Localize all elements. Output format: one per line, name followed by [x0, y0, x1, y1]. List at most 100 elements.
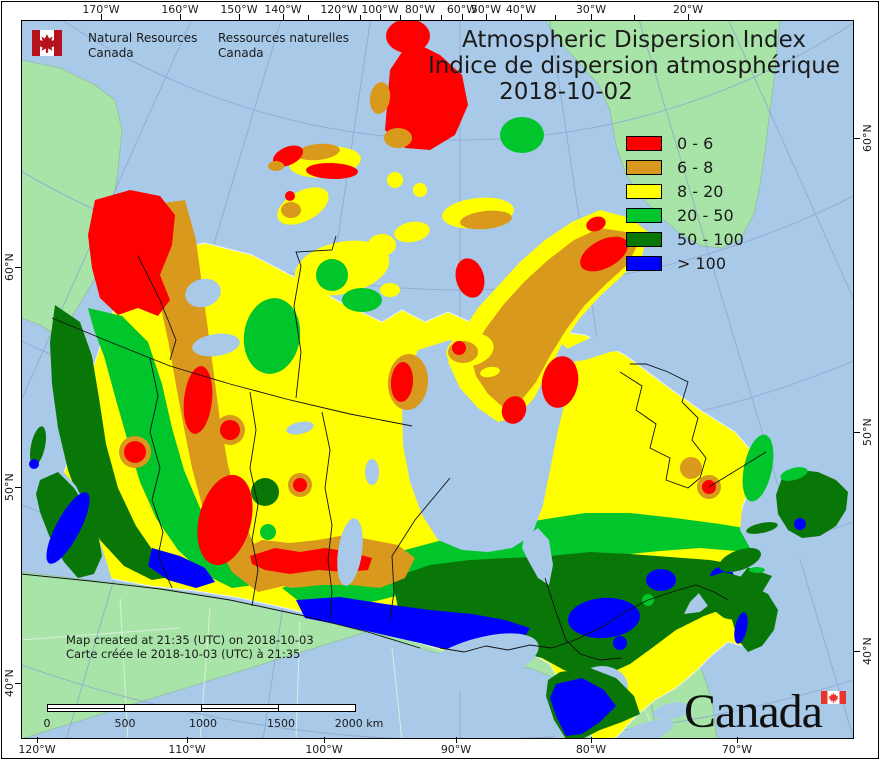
labrador-green-coast: [742, 434, 774, 502]
axis-tick-bottom: [37, 737, 38, 743]
blue-dot: [613, 636, 627, 650]
axis-tick-top: [486, 14, 487, 20]
legend-label: 8 - 20: [677, 181, 724, 201]
map-title-en: Atmospheric Dispersion Index: [462, 27, 806, 53]
green-dot: [260, 524, 276, 540]
rockies-red-1: [183, 366, 213, 434]
axis-label-top: 150°W: [220, 3, 258, 16]
axis-tick-right: [854, 432, 860, 433]
legend-row: > 100: [626, 251, 744, 275]
baffin-red-south: [541, 356, 579, 408]
axis-tick-bottom: [737, 737, 738, 743]
axis-label-bottom: 80°W: [575, 743, 607, 756]
southampton-red: [452, 341, 466, 355]
axis-label-right: 60°N: [861, 124, 874, 152]
gaspe-darkgreen: [719, 547, 761, 573]
lake-athabasca: [286, 421, 314, 435]
axis-tick-right: [854, 138, 860, 139]
axis-label-bottom: 100°W: [305, 743, 343, 756]
axis-tick-top: [688, 14, 689, 20]
scale-segment: [47, 704, 125, 712]
lake-erie: [612, 719, 674, 739]
scale-segment: [278, 704, 356, 712]
map-date: 2018-10-02: [499, 79, 633, 105]
axis-tick-top: [380, 14, 381, 20]
red-spot: [293, 478, 307, 492]
bathurst: [387, 172, 403, 188]
green-blob-nwt: [243, 298, 301, 374]
axis-tick-top: [101, 14, 102, 20]
somerset: [394, 221, 430, 243]
blue-blob: [646, 569, 676, 591]
axis-label-bottom: 120°W: [18, 743, 56, 756]
logo-en-line2: Canada: [88, 45, 134, 60]
axis-label-top: 170°W: [82, 3, 120, 16]
axis-tick-right: [854, 651, 860, 652]
pei-green: [749, 567, 765, 573]
reindeer-lake: [365, 459, 379, 485]
axis-tick-bottom: [456, 737, 457, 743]
canada-wordmark: Canada: [684, 685, 823, 738]
axis-tick-top: [180, 14, 181, 20]
axis-tick-bottom: [591, 737, 592, 743]
axis-label-top: 40°W: [505, 3, 537, 16]
red-spot: [220, 420, 240, 440]
legend-swatch: [626, 159, 662, 175]
map-canvas: [21, 20, 854, 739]
red-spot: [124, 441, 146, 463]
scale-tick-label: 0: [43, 717, 51, 730]
blue-blob-ottawa: [568, 597, 640, 639]
legend-label: 6 - 8: [677, 157, 714, 177]
bylot-red: [586, 216, 606, 232]
prince-patrick-red: [272, 145, 304, 167]
newfoundland-blue: [794, 518, 806, 530]
axis-label-top: 50°W: [470, 3, 502, 16]
quebec-orange: [680, 457, 702, 479]
nova-scotia-blue: [734, 612, 748, 644]
axis-tick-top: [283, 14, 284, 20]
legend-swatch: [626, 255, 662, 271]
legend-row: 8 - 20: [626, 179, 744, 203]
legend-label: 50 - 100: [677, 229, 744, 249]
axis-tick-top: [591, 14, 592, 20]
axis-label-right: 50°N: [861, 418, 874, 446]
devon-green: [500, 117, 544, 153]
ellesmere-north-red: [386, 20, 430, 53]
yukon-red: [88, 190, 175, 316]
scale-bar: 0 500 1000 1500 2000 km: [44, 704, 383, 734]
coats-island: [480, 366, 500, 378]
axis-label-bottom: 110°W: [168, 743, 206, 756]
axis-tick-top: [521, 14, 522, 20]
logo-text-en: Natural Resources Canada: [88, 31, 197, 60]
canada-flag-logo-icon: [32, 30, 62, 56]
axis-label-top: 30°W: [575, 3, 607, 16]
rockies-red-2: [197, 474, 253, 566]
map-title-block: Atmospheric Dispersion Index Indice de d…: [410, 27, 858, 105]
banks-red: [285, 191, 295, 201]
newfoundland-green: [780, 467, 808, 481]
border-blue-band: [296, 597, 530, 652]
coast-blue-wedge: [148, 548, 215, 588]
scale-tick-label: 500: [114, 717, 136, 730]
axis-tick-top-minor: [308, 15, 309, 20]
axis-tick-top-minor: [360, 15, 361, 20]
legend: 0 - 6 6 - 8 8 - 20 20 - 50 50 - 100 > 100: [626, 131, 744, 275]
ellesmere-red: [385, 40, 468, 150]
axis-tick-top-minor: [441, 15, 442, 20]
scale-segment: [124, 704, 202, 712]
axis-tick-top-minor: [400, 15, 401, 20]
haida-gwaii: [29, 426, 47, 466]
axis-tick-bottom: [324, 737, 325, 743]
legend-swatch: [626, 135, 662, 151]
axis-tick-left: [15, 487, 21, 488]
map-created-en: Map created at 21:35 (UTC) on 2018-10-03: [66, 633, 314, 647]
axis-tick-top: [239, 14, 240, 20]
axis-label-top: 100°W: [361, 3, 399, 16]
axis-label-bottom: 90°W: [440, 743, 472, 756]
legend-label: 20 - 50: [677, 205, 734, 225]
map-created-fr: Carte créée le 2018-10-03 (UTC) à 21:35: [66, 647, 301, 661]
vancouver-island-blue: [46, 492, 90, 564]
s-ontario-blue: [550, 678, 616, 736]
logo-fr-line2: Canada: [218, 45, 264, 60]
